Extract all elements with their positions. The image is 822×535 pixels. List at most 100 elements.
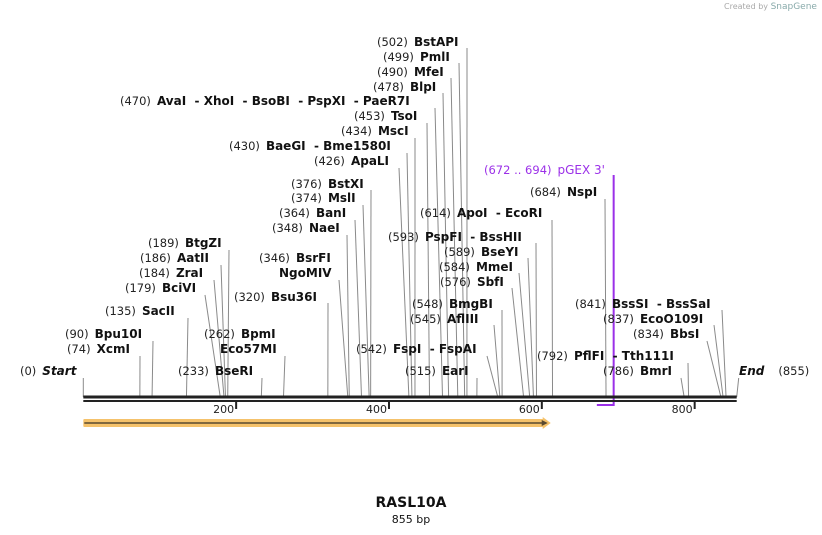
site-name: BanI <box>315 206 347 220</box>
site-name: MmeI <box>475 260 513 274</box>
site-name: AflIII <box>446 312 479 326</box>
backbone-top-strand <box>83 395 737 399</box>
site-position: (453) <box>354 109 385 123</box>
site-label-eco57mi[interactable]: Eco57MI <box>220 342 277 356</box>
site-position: (186) <box>140 251 171 265</box>
site-label-mmei[interactable]: (584) MmeI <box>439 260 513 274</box>
site-label-aatii[interactable]: (186) AatII <box>140 251 209 265</box>
site-label-nspi[interactable]: (684) NspI <box>530 185 597 199</box>
site-line-bsssi-bsssai <box>721 309 727 397</box>
site-position: (189) <box>148 236 179 250</box>
site-label-bstxi[interactable]: (376) BstXI <box>291 177 364 191</box>
site-position: (837) <box>603 312 634 326</box>
site-label-eari[interactable]: (515) EarI <box>405 364 469 378</box>
site-label-avai-xhoi-bsobi-pspxi-paer7i[interactable]: (470) AvaI - XhoI - BsoBI - PspXI - PaeR7… <box>120 94 410 108</box>
primer-label[interactable]: (672 .. 694) pGEX 3' <box>484 163 605 177</box>
site-name: NaeI <box>308 221 340 235</box>
site-label-mfei[interactable]: (490) MfeI <box>377 65 444 79</box>
credit-prefix: Created by <box>724 2 769 11</box>
site-label-bsssi-bsssai[interactable]: (841) BssSI - BssSaI <box>575 297 711 311</box>
site-label-xcmi[interactable]: (74) XcmI <box>67 342 130 356</box>
site-line-pmli <box>458 62 466 397</box>
site-label-bmgbi[interactable]: (548) BmgBI <box>412 297 493 311</box>
site-label-bpmi[interactable]: (262) BpmI <box>204 327 276 341</box>
site-name: ApoI - EcoRI <box>456 206 543 220</box>
site-label-fspi-fspai[interactable]: (542) FspI - FspAI <box>356 342 477 356</box>
site-label-msli[interactable]: (374) MslI <box>291 191 356 205</box>
start-label[interactable]: (0) Start <box>20 364 76 378</box>
site-position: (515) <box>405 364 436 378</box>
site-label-baegi-bme1580i[interactable]: (430) BaeGI - Bme1580I <box>229 139 391 153</box>
site-name: SbfI <box>476 275 504 289</box>
site-label-sacii[interactable]: (135) SacII <box>105 304 175 318</box>
site-position: (0) <box>20 364 37 378</box>
site-line-bpmi <box>283 355 286 397</box>
site-name: BsrFI <box>295 251 331 265</box>
tick-mark <box>693 402 696 409</box>
site-label-bmri[interactable]: (786) BmrI <box>603 364 672 378</box>
site-label-bsrfi[interactable]: (346) BsrFI <box>259 251 331 265</box>
snapgene-logo: SnapGene <box>770 2 817 12</box>
site-line-nspi <box>604 198 607 397</box>
primer-pgex-3-marker <box>596 175 615 406</box>
site-label-zrai[interactable]: (184) ZraI <box>139 266 203 280</box>
site-position: (430) <box>229 139 260 153</box>
site-name: Bsu36I <box>270 290 317 304</box>
site-label-btgzi[interactable]: (189) BtgZI <box>148 236 222 250</box>
tick-mark <box>387 402 390 409</box>
site-position: (593) <box>388 230 419 244</box>
site-label-tsoi[interactable]: (453) TsoI <box>354 109 417 123</box>
site-label-bseyi[interactable]: (589) BseYI <box>444 245 519 259</box>
site-line-tsoi <box>426 122 430 397</box>
site-position: (426) <box>314 154 345 168</box>
site-label-bcivi[interactable]: (179) BciVI <box>125 281 196 295</box>
site-label-apoi-ecori[interactable]: (614) ApoI - EcoRI <box>420 206 542 220</box>
site-label-sbfi[interactable]: (576) SbfI <box>440 275 504 289</box>
site-name: BstAPI <box>413 35 459 49</box>
site-label-msci[interactable]: (434) MscI <box>341 124 409 138</box>
site-line-baegi-bme1580i <box>406 152 413 397</box>
site-line-blpi <box>442 92 450 397</box>
site-label-ecoo109i[interactable]: (837) EcoO109I <box>603 312 703 326</box>
site-position: (502) <box>377 35 408 49</box>
site-line-afliii <box>493 324 501 397</box>
site-name: MslI <box>327 191 356 205</box>
site-label-pmli[interactable]: (499) PmlI <box>383 50 450 64</box>
site-position: (548) <box>412 297 443 311</box>
site-line-ecoo109i <box>713 324 724 397</box>
site-position: (786) <box>603 364 634 378</box>
site-label-bstapi[interactable]: (502) BstAPI <box>377 35 459 49</box>
site-name: NgoMIV <box>279 266 332 280</box>
site-name: AatII <box>176 251 209 265</box>
site-position: (584) <box>439 260 470 274</box>
site-position: (233) <box>178 364 209 378</box>
site-position: (364) <box>279 206 310 220</box>
site-name: FspI - FspAI <box>392 342 477 356</box>
site-label-bseri[interactable]: (233) BseRI <box>178 364 253 378</box>
site-label-bpu10i[interactable]: (90) Bpu10I <box>65 327 142 341</box>
site-label-apali[interactable]: (426) ApaLI <box>314 154 389 168</box>
site-label-afliii[interactable]: (545) AflIII <box>410 312 479 326</box>
site-name: TsoI <box>390 109 418 123</box>
site-label-pspfi-bsshii[interactable]: (593) PspFI - BssHII <box>388 230 522 244</box>
site-name: BmrI <box>639 364 672 378</box>
site-position: (376) <box>291 177 322 191</box>
end-label[interactable]: End (855) <box>739 364 815 378</box>
site-label-bani[interactable]: (364) BanI <box>279 206 346 220</box>
site-name: BssSI - BssSaI <box>611 297 711 311</box>
site-label-blpi[interactable]: (478) BlpI <box>373 80 436 94</box>
site-position: (262) <box>204 327 235 341</box>
site-label-bbsi[interactable]: (834) BbsI <box>633 327 699 341</box>
site-position: (374) <box>291 191 322 205</box>
site-label-bsu36i[interactable]: (320) Bsu36I <box>234 290 317 304</box>
site-name: BlpI <box>409 80 437 94</box>
site-name: ApaLI <box>350 154 390 168</box>
tick-label: 600 <box>518 403 540 416</box>
site-label-pflfi-tth111i[interactable]: (792) PflFI - Tth111I <box>537 349 674 363</box>
site-line-btgzi <box>227 249 230 397</box>
site-line-zrai <box>213 279 225 397</box>
site-position: (478) <box>373 80 404 94</box>
site-name: PmlI <box>419 50 450 64</box>
site-label-naei[interactable]: (348) NaeI <box>272 221 340 235</box>
site-label-ngomiv[interactable]: NgoMIV <box>279 266 332 280</box>
